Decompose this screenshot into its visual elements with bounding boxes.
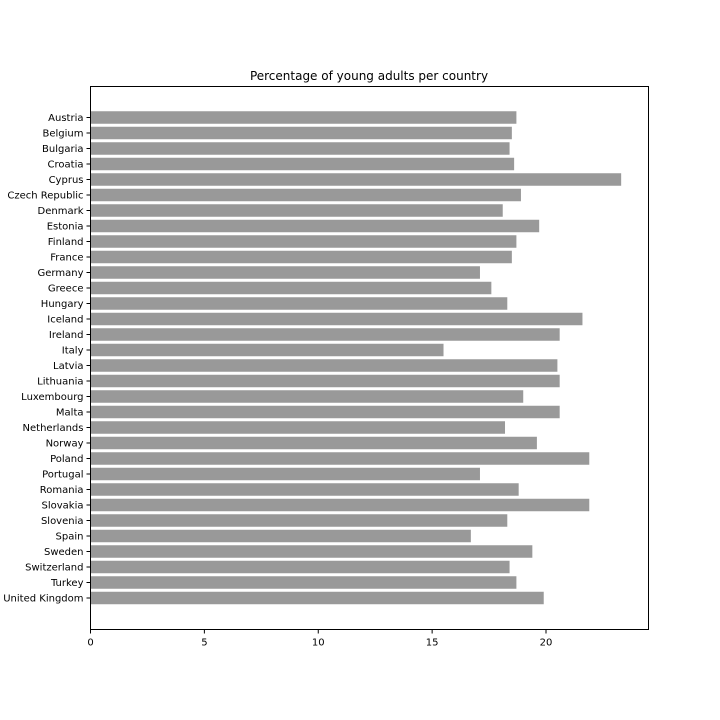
bar bbox=[90, 529, 471, 543]
bar bbox=[90, 359, 558, 372]
bar bbox=[90, 467, 480, 481]
bar bbox=[90, 111, 517, 124]
bar bbox=[90, 452, 590, 465]
y-tick-label: Estonia bbox=[47, 222, 84, 233]
y-tick-label: Sweden bbox=[44, 547, 84, 558]
bar bbox=[90, 157, 515, 171]
bar bbox=[90, 591, 544, 605]
bar bbox=[90, 126, 512, 140]
bar bbox=[90, 328, 560, 341]
y-tick-label: Luxembourg bbox=[21, 392, 83, 403]
x-tick-label: 10 bbox=[312, 638, 325, 649]
bar bbox=[90, 514, 508, 527]
y-tick-label: France bbox=[50, 253, 83, 264]
y-tick-label: Netherlands bbox=[23, 423, 84, 434]
y-tick-label: Norway bbox=[46, 439, 84, 450]
y-tick-label: Spain bbox=[56, 532, 84, 543]
x-tick-label: 20 bbox=[540, 638, 553, 649]
y-tick-label: Iceland bbox=[47, 315, 83, 326]
y-tick-label: Denmark bbox=[38, 206, 84, 217]
bar bbox=[90, 235, 517, 248]
y-tick-label: Poland bbox=[50, 454, 83, 465]
bar bbox=[90, 343, 444, 357]
x-tick-label: 0 bbox=[87, 638, 93, 649]
y-tick-label: Finland bbox=[48, 237, 84, 248]
bar bbox=[90, 142, 510, 155]
y-tick-label: Slovenia bbox=[41, 516, 84, 527]
bar bbox=[90, 483, 519, 496]
bar bbox=[90, 436, 537, 450]
chart-title: Percentage of young adults per country bbox=[250, 69, 488, 83]
y-tick-label: Croatia bbox=[48, 160, 84, 171]
y-tick-label: Bulgaria bbox=[42, 144, 83, 155]
bar bbox=[90, 204, 503, 217]
x-axis-ticks: 0 5 10 15 20 bbox=[87, 629, 553, 649]
plot-frame bbox=[90, 86, 649, 630]
bar bbox=[90, 312, 583, 326]
x-tick-label: 15 bbox=[426, 638, 439, 649]
y-tick-label: Belgium bbox=[43, 129, 84, 140]
bar bbox=[90, 545, 533, 558]
bar bbox=[90, 219, 540, 233]
y-tick-label: Czech Republic bbox=[7, 191, 83, 202]
bar bbox=[90, 250, 512, 264]
x-tick-label: 5 bbox=[201, 638, 207, 649]
bar bbox=[90, 421, 506, 434]
bar bbox=[90, 297, 508, 310]
y-tick-label: Latvia bbox=[53, 361, 83, 372]
y-tick-label: Slovakia bbox=[42, 501, 84, 512]
y-tick-label: United Kingdom bbox=[3, 594, 83, 605]
y-tick-label: Germany bbox=[38, 268, 84, 279]
y-tick-label: Switzerland bbox=[25, 563, 83, 574]
bars-group bbox=[90, 111, 622, 605]
y-tick-label: Turkey bbox=[50, 578, 84, 589]
bar bbox=[90, 560, 510, 574]
bar bbox=[90, 390, 524, 403]
y-tick-label: Ireland bbox=[49, 330, 84, 341]
bar bbox=[90, 576, 517, 589]
y-tick-label: Lithuania bbox=[37, 377, 83, 388]
bar bbox=[90, 188, 521, 202]
y-axis-ticks: Austria Belgium Bulgaria Croatia Cyprus Czech… bbox=[3, 113, 91, 605]
y-tick-label: Cyprus bbox=[49, 175, 84, 186]
y-tick-label: Greece bbox=[48, 284, 84, 295]
y-tick-label: Italy bbox=[62, 346, 84, 357]
bar bbox=[90, 281, 492, 295]
y-tick-label: Romania bbox=[40, 485, 84, 496]
y-tick-label: Austria bbox=[48, 113, 83, 124]
bar bbox=[90, 173, 622, 186]
y-tick-label: Portugal bbox=[42, 470, 83, 481]
y-tick-label: Malta bbox=[56, 408, 84, 419]
y-tick-label: Hungary bbox=[41, 299, 84, 310]
bar bbox=[90, 266, 480, 279]
bar bbox=[90, 374, 560, 388]
bar bbox=[90, 405, 560, 419]
bar bbox=[90, 498, 590, 512]
